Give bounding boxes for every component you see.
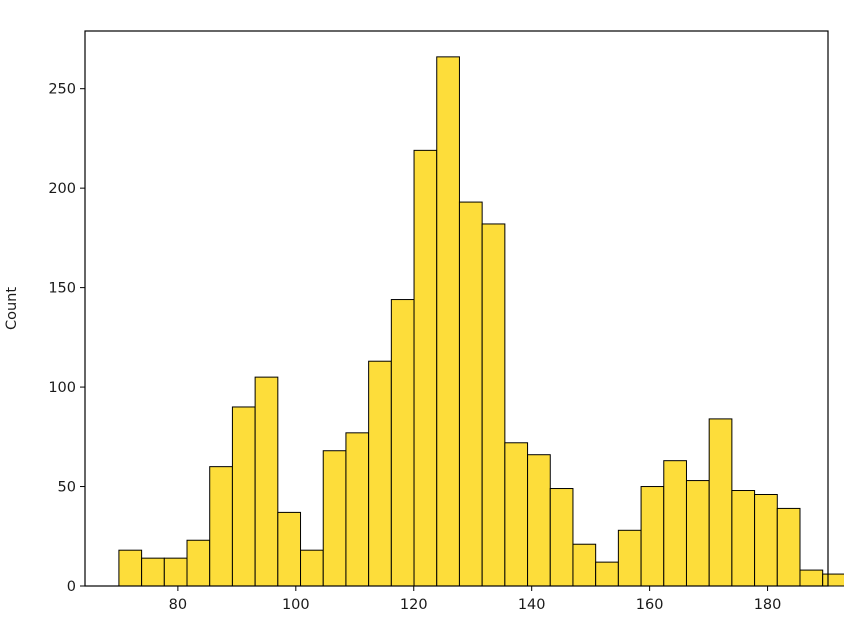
histogram-bar [458,201,483,587]
histogram-bar [708,418,733,587]
y-tick-label: 100 [48,380,76,396]
histogram-bar [163,557,188,587]
y-tick-label: 150 [48,281,76,297]
histogram-bar [754,493,778,587]
histogram-bar [231,406,256,587]
x-tick-label: 100 [282,597,310,613]
histogram-bar [209,466,233,587]
histogram-bar [685,480,710,587]
histogram-bar [731,490,756,587]
x-tick-label: 140 [518,597,546,613]
histogram-bar [254,376,279,587]
histogram-bar [300,549,324,587]
x-axis: 80 100 120 140 160 180 [169,586,782,613]
x-tick-label: 180 [754,597,782,613]
histogram-bar [436,56,460,587]
histogram-bar [663,460,687,587]
y-tick-label: 250 [48,82,76,98]
histogram-bar [776,507,801,587]
histogram-bar [822,573,844,587]
histogram-bar [186,539,211,587]
bars-group [118,56,844,587]
histogram-bar [345,432,370,587]
y-tick-label: 50 [58,480,76,496]
histogram-bar [527,454,551,587]
histogram-bar [413,149,438,587]
x-tick-label: 80 [169,597,187,613]
histogram-bar [595,561,619,587]
x-tick-label: 120 [400,597,428,613]
histogram-bar [141,557,165,587]
histogram-bar [799,569,824,587]
histogram-bar [617,529,642,587]
histogram-bar [368,360,392,587]
y-axis-label: Count [4,287,20,330]
histogram-bar [277,511,302,587]
histogram-bar [572,543,597,587]
histogram-bar [118,549,143,587]
y-tick-label: 0 [67,579,76,595]
histogram-bar [504,442,529,587]
histogram-bar [322,450,347,587]
histogram-bar [640,486,665,587]
histogram-bar [549,488,574,587]
histogram-bar [390,299,415,587]
y-tick-label: 200 [48,181,76,197]
y-axis: 0 50 100 150 200 250 [48,82,85,595]
histogram-bar [481,223,506,587]
plot-frame [84,30,829,587]
x-tick-label: 160 [636,597,664,613]
